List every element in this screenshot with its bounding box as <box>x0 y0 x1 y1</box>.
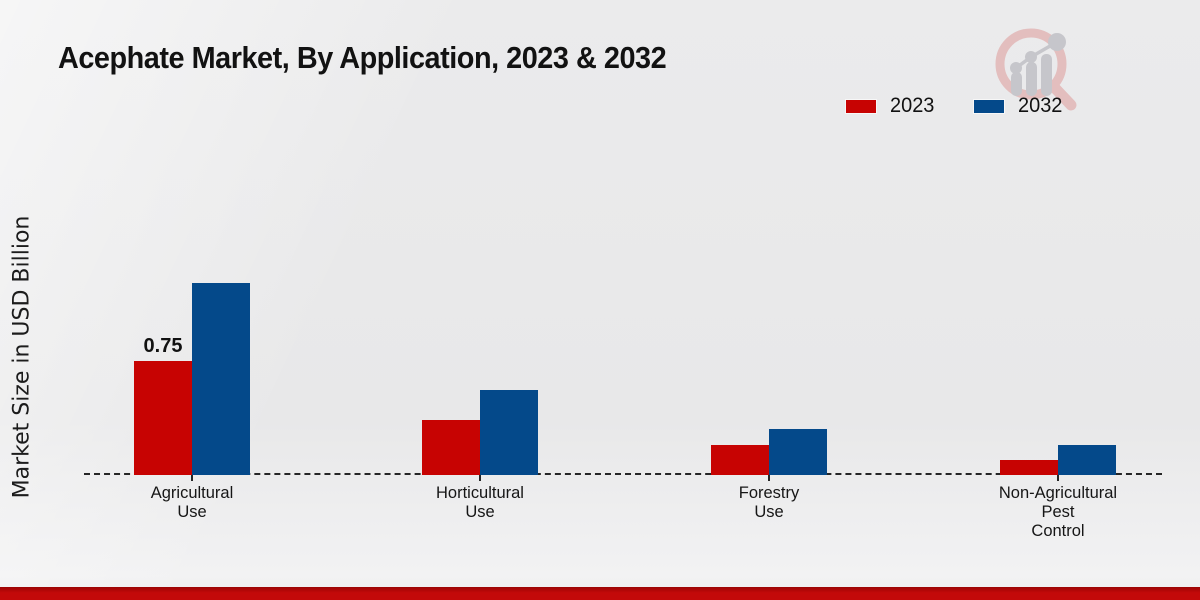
bar-2032-category-3 <box>1058 445 1116 475</box>
legend: 2023 2032 <box>845 94 1064 118</box>
legend-item-2023: 2023 <box>845 94 937 118</box>
x-axis-tick <box>768 475 770 481</box>
x-axis-category-label: Non-Agricultural Pest Control <box>998 483 1118 540</box>
legend-swatch-2032 <box>972 98 1005 114</box>
legend-swatch-2023 <box>845 98 877 114</box>
x-axis-tick <box>191 475 193 481</box>
x-axis-tick <box>479 475 481 481</box>
magnifier-bar-chart-icon <box>995 28 1077 111</box>
x-axis-line <box>84 473 1162 475</box>
bar-2023-category-2 <box>711 445 769 475</box>
legend-label-2032: 2032 <box>1017 94 1063 117</box>
bar-2032-category-0 <box>192 283 250 475</box>
x-axis-category-label: Agricultural Use <box>150 483 234 521</box>
brand-logo <box>995 24 1081 112</box>
x-axis-category-label: Horticultural Use <box>436 483 524 521</box>
legend-item-2032: 2032 <box>972 94 1065 118</box>
bar-2023-category-1 <box>422 420 480 475</box>
x-axis-tick <box>1057 475 1059 481</box>
chart-title: Acephate Market, By Application, 2023 & … <box>58 40 667 75</box>
x-axis-category-label: Forestry Use <box>738 483 800 521</box>
bar-2032-category-2 <box>769 429 827 475</box>
legend-label-2023: 2023 <box>890 94 935 117</box>
trend-bars-icon <box>1010 33 1066 96</box>
bottom-accent-bar <box>0 587 1200 600</box>
bar-2023-category-0 <box>134 361 192 475</box>
bar-2032-category-1 <box>480 390 538 475</box>
bar-value-label: 0.75 <box>143 335 183 357</box>
bar-2023-category-3 <box>1000 460 1058 475</box>
